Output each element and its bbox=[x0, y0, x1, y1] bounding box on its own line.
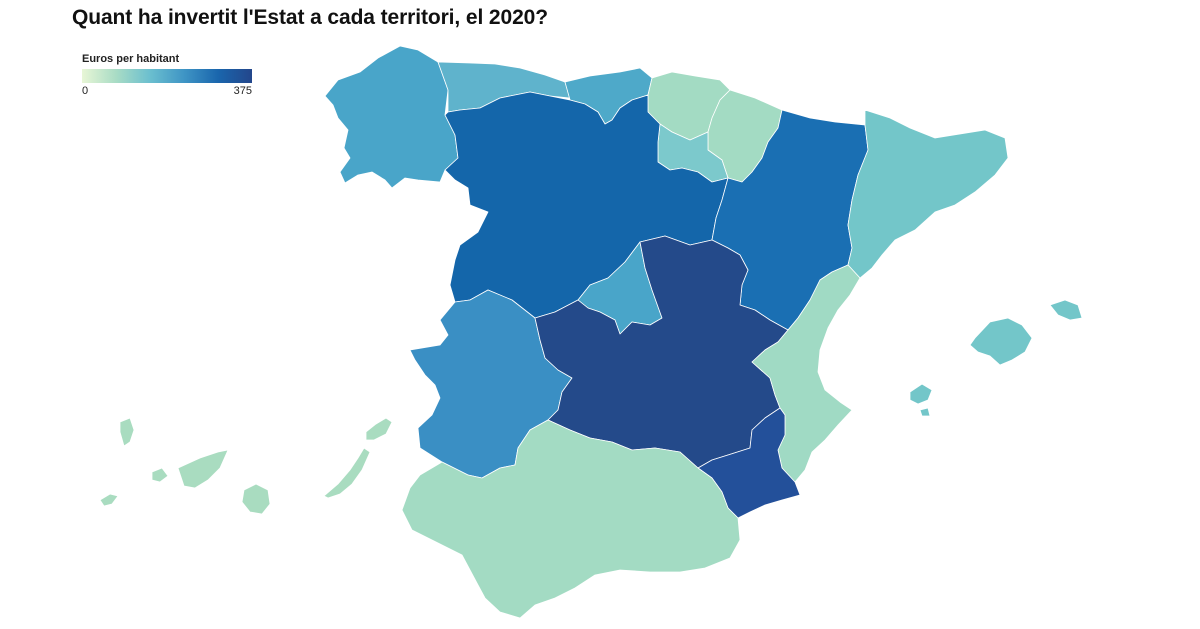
color-legend: Euros per habitant 0 375 bbox=[82, 53, 252, 97]
map-title: Quant ha invertit l'Estat a cada territo… bbox=[72, 6, 548, 29]
region-canaries-fuerteventura[interactable] bbox=[323, 447, 371, 499]
region-andalusia[interactable] bbox=[401, 419, 741, 619]
legend-max-label: 375 bbox=[233, 85, 252, 97]
region-illes-balears[interactable] bbox=[969, 317, 1033, 366]
region-pais-valencia[interactable] bbox=[751, 264, 861, 483]
legend-min-label: 0 bbox=[82, 85, 89, 97]
region-murcia[interactable] bbox=[697, 407, 801, 519]
region-canaries-tenerife[interactable] bbox=[177, 449, 229, 489]
region-canaries-gran-canaria[interactable] bbox=[241, 483, 271, 515]
region-catalunya[interactable] bbox=[847, 109, 1009, 279]
legend-color-scale bbox=[82, 69, 252, 83]
legend-ticks: 0 375 bbox=[82, 83, 252, 97]
region-illes-balears-menorca[interactable] bbox=[1049, 299, 1083, 321]
legend-title: Euros per habitant bbox=[82, 53, 180, 65]
region-canaries-la-palma[interactable] bbox=[119, 417, 135, 447]
region-canaries-la-gomera[interactable] bbox=[151, 467, 169, 483]
region-illes-balears-eivissa[interactable] bbox=[909, 383, 933, 405]
region-canaries-el-hierro[interactable] bbox=[99, 493, 119, 507]
region-galicia[interactable] bbox=[324, 45, 459, 189]
region-illes-balears-formentera[interactable] bbox=[919, 407, 931, 417]
region-canaries-lanzarote[interactable] bbox=[365, 417, 393, 441]
